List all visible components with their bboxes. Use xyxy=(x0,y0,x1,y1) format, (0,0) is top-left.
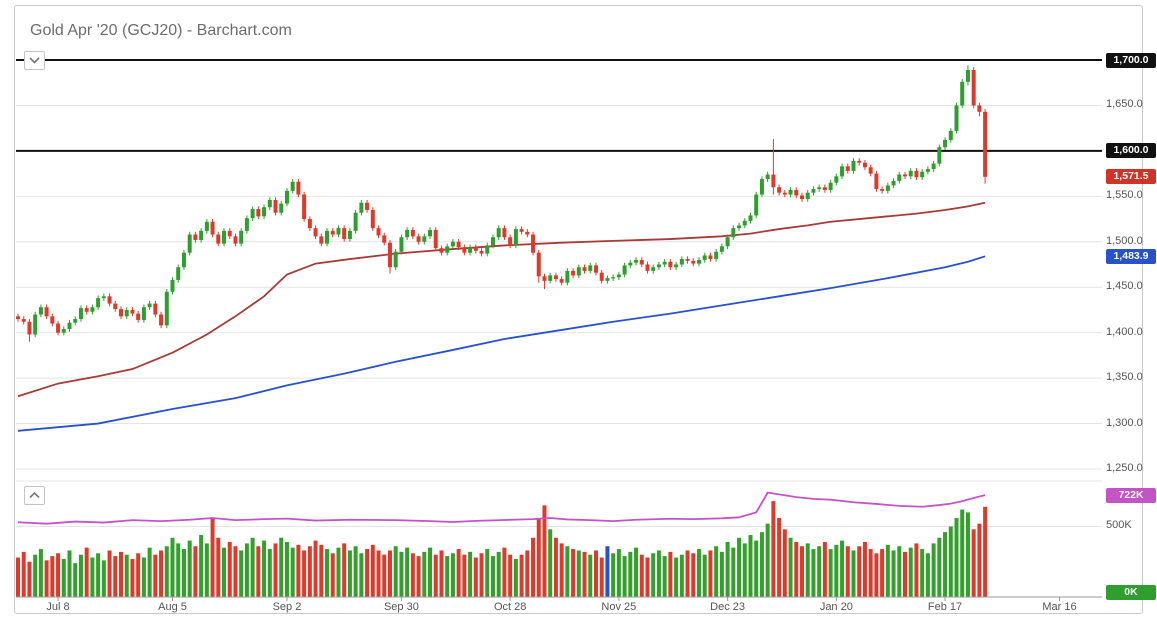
gridlines xyxy=(16,59,1102,527)
chart-title: Gold Apr '20 (GCJ20) - Barchart.com xyxy=(30,22,292,39)
volume-bars xyxy=(16,501,988,597)
red-moving-average-line xyxy=(17,201,986,398)
blue-moving-average-line xyxy=(17,255,986,432)
drawn-horizontal-lines xyxy=(16,59,1102,152)
chevron-up-icon xyxy=(29,491,40,499)
open-interest-line xyxy=(17,491,986,525)
collapse-price-panel-button[interactable] xyxy=(24,51,45,70)
collapse-volume-panel-button[interactable] xyxy=(24,486,45,505)
candlestick-series xyxy=(16,65,988,342)
chevron-down-icon xyxy=(29,57,40,64)
x-axis xyxy=(16,596,1102,601)
